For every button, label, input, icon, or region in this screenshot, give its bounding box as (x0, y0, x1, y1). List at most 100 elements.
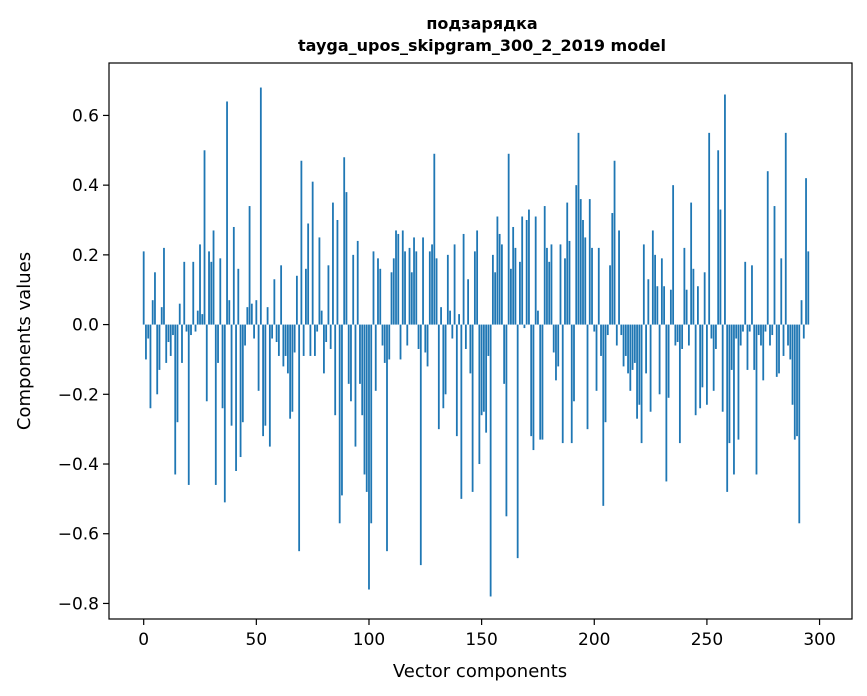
bar (600, 324, 602, 356)
bar (151, 300, 154, 325)
y-tick-label: −0.8 (58, 594, 99, 614)
bar (460, 324, 463, 499)
bar (363, 324, 366, 475)
bar (181, 324, 183, 363)
bar (305, 268, 307, 325)
bar (244, 324, 246, 346)
bar (289, 324, 292, 419)
bar (428, 251, 431, 325)
bar (681, 324, 684, 349)
bar (501, 244, 503, 325)
bar (534, 216, 537, 325)
bar (494, 272, 497, 325)
bar (406, 324, 409, 346)
x-tick-label: 200 (578, 630, 610, 650)
bar (798, 324, 801, 524)
bar (473, 251, 476, 325)
bar (329, 324, 332, 349)
bar (154, 272, 156, 325)
bar (651, 230, 654, 325)
y-tick-label: 0.2 (72, 246, 99, 266)
bar (282, 324, 285, 367)
bar (365, 324, 368, 492)
bar (667, 324, 670, 398)
bar (469, 324, 472, 374)
bar (422, 237, 424, 325)
x-tick-label: 100 (353, 630, 385, 650)
bar (300, 160, 303, 325)
bar (446, 254, 449, 325)
bar (807, 251, 810, 325)
bar (780, 258, 783, 325)
bar (280, 265, 283, 325)
bar (169, 324, 172, 356)
bar (489, 324, 492, 597)
bar (332, 202, 334, 325)
bar (561, 324, 564, 444)
bar (199, 244, 201, 325)
bar (178, 303, 181, 325)
bar (424, 324, 427, 353)
bar (728, 324, 731, 444)
bar (690, 202, 693, 325)
bar (370, 324, 373, 524)
bar (597, 247, 600, 325)
bar (336, 220, 339, 325)
bar (347, 324, 350, 384)
bar (485, 324, 488, 433)
bar (805, 178, 807, 325)
bar (658, 324, 661, 395)
bar (800, 300, 803, 325)
bar (250, 303, 253, 325)
bar (766, 171, 769, 325)
bar (264, 324, 267, 426)
bar (757, 324, 760, 336)
bar (286, 324, 289, 374)
bar (163, 247, 165, 325)
bar (482, 324, 485, 412)
bar (311, 181, 314, 325)
bar (552, 324, 555, 353)
bar (291, 324, 294, 412)
bar (284, 324, 287, 356)
bar (642, 244, 645, 325)
bar (760, 324, 762, 346)
bar (205, 324, 208, 402)
bar (174, 324, 177, 475)
bar (268, 324, 271, 447)
bar (762, 324, 765, 381)
bar (356, 240, 359, 325)
bar (611, 213, 614, 325)
bar (717, 150, 720, 325)
bar (381, 324, 384, 346)
bar (568, 240, 571, 325)
bar (379, 268, 382, 325)
bar (733, 324, 735, 475)
bar (510, 268, 512, 325)
bars-group (142, 87, 810, 597)
bar (512, 226, 515, 325)
bar (514, 247, 517, 325)
bar (595, 324, 598, 391)
bar (480, 324, 483, 416)
bar (730, 324, 733, 370)
bar (564, 258, 566, 325)
x-tick-label: 300 (803, 630, 835, 650)
bar (555, 324, 557, 381)
bar (669, 289, 672, 325)
bar (742, 324, 744, 332)
bar (523, 324, 526, 329)
bar (374, 324, 377, 391)
bar (739, 324, 742, 346)
bar (397, 233, 400, 325)
bar (737, 324, 740, 440)
bar (453, 244, 456, 325)
bar (149, 324, 152, 409)
bar (787, 324, 789, 346)
bar (620, 324, 623, 336)
bar (476, 230, 479, 325)
bar (212, 230, 215, 325)
bar (410, 272, 413, 325)
bar (548, 261, 551, 325)
